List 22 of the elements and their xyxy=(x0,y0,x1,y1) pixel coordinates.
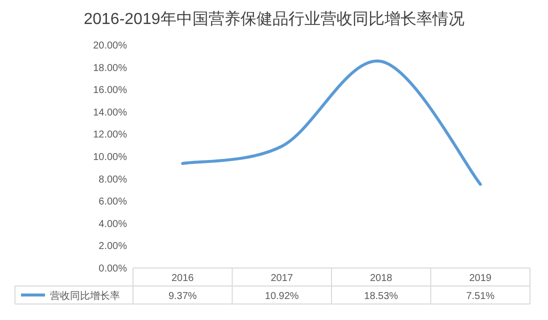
legend-label: 营收同比增长率 xyxy=(50,290,120,302)
x-tick-label: 2017 xyxy=(270,273,294,284)
x-tick-label: 2018 xyxy=(370,273,393,284)
chart-title: 2016-2019年中国营养保健品行业营收同比增长率情况 xyxy=(84,10,464,28)
y-tick-label: 20.00% xyxy=(93,40,128,52)
data-label: 9.37% xyxy=(168,291,197,302)
y-tick-label: 16.00% xyxy=(93,85,128,96)
y-tick-label: 2.00% xyxy=(98,241,128,252)
data-label: 7.51% xyxy=(466,291,495,302)
y-tick-label: 12.00% xyxy=(93,130,128,141)
x-tick-label: 2016 xyxy=(172,273,194,284)
y-tick-label: 8.00% xyxy=(98,174,128,186)
data-label: 10.92% xyxy=(264,291,299,302)
line-series xyxy=(181,60,482,186)
data-label: 18.53% xyxy=(364,291,398,302)
x-tick-label: 2019 xyxy=(469,273,492,284)
y-tick-label: 10.00% xyxy=(93,152,128,163)
y-tick-label: 18.00% xyxy=(93,62,128,74)
y-tick-label: 14.00% xyxy=(93,107,128,118)
y-tick-label: 6.00% xyxy=(98,196,128,208)
y-tick-label: 0.00% xyxy=(98,264,128,274)
y-tick-label: 4.00% xyxy=(98,218,128,230)
